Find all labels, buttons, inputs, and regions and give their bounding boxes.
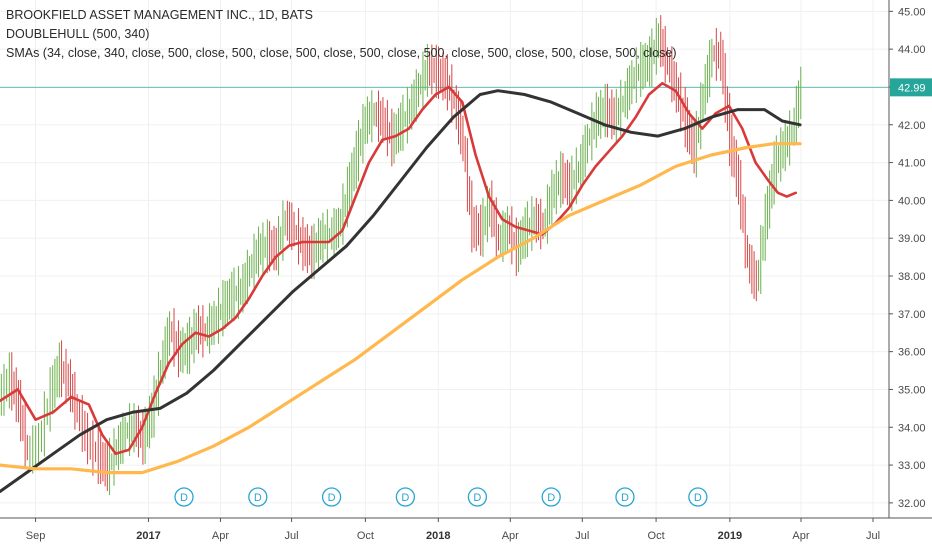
dividend-label: D	[401, 492, 409, 504]
y-tick-label: 37.00	[898, 309, 926, 321]
x-tick-label: Jul	[866, 530, 880, 542]
dividend-label: D	[547, 492, 555, 504]
dividend-marker[interactable]	[467, 487, 488, 507]
x-tick-label: 2017	[136, 530, 160, 542]
dividend-label: D	[473, 492, 481, 504]
y-tick-label: 32.00	[898, 498, 926, 510]
y-tick-label: 45.00	[898, 6, 926, 18]
chart-header: BROOKFIELD ASSET MANAGEMENT INC., 1D, BA…	[6, 6, 677, 63]
x-tick-label: 2019	[718, 530, 742, 542]
dividend-label: D	[254, 492, 262, 504]
series-line-sma500[interactable]	[0, 142, 802, 475]
x-tick-label: Oct	[357, 530, 374, 542]
dividend-marker[interactable]	[615, 487, 635, 507]
dividend-marker[interactable]	[174, 487, 194, 507]
series-line-sma34[interactable]	[0, 81, 797, 455]
x-tick-label: Oct	[648, 530, 665, 542]
x-tick-label: Apr	[502, 530, 519, 542]
dividend-label: D	[180, 492, 188, 504]
dividend-marker[interactable]	[395, 487, 416, 507]
dividend-marker[interactable]	[541, 487, 561, 507]
y-tick-label: 33.00	[898, 460, 926, 472]
dividend-marker[interactable]	[321, 487, 342, 507]
indicator-smas[interactable]: SMAs (34, close, 340, close, 500, close,…	[6, 46, 677, 60]
x-tick-label: Apr	[212, 530, 229, 542]
dividend-label: D	[621, 492, 629, 504]
y-tick-label: 34.00	[898, 422, 926, 434]
x-tick-label: Jul	[285, 530, 299, 542]
dividend-label: D	[694, 492, 702, 504]
series-line-sma340[interactable]	[0, 89, 802, 493]
y-tick-label: 44.00	[898, 44, 926, 56]
last-price-tag	[890, 78, 932, 97]
y-tick-label: 42.00	[898, 120, 926, 132]
x-tick-label: Jul	[575, 530, 589, 542]
y-tick-label: 38.00	[898, 271, 926, 283]
dividend-marker[interactable]	[248, 487, 268, 507]
indicator-doublehull[interactable]: DOUBLEHULL (500, 340)	[6, 27, 150, 41]
x-tick-label: 2018	[426, 530, 450, 542]
y-tick-label: 36.00	[898, 347, 926, 359]
x-tick-label: Sep	[26, 530, 46, 542]
dividend-marker[interactable]	[688, 487, 708, 507]
chart-title: BROOKFIELD ASSET MANAGEMENT INC., 1D, BA…	[6, 8, 314, 22]
y-tick-label: 41.00	[898, 158, 926, 170]
x-tick-label: Apr	[792, 530, 809, 542]
y-tick-label: 39.00	[898, 233, 926, 245]
last-price-label: 42.99	[898, 82, 926, 94]
y-tick-label: 35.00	[898, 384, 926, 396]
y-tick-label: 40.00	[898, 195, 926, 207]
dividend-label: D	[328, 492, 336, 504]
